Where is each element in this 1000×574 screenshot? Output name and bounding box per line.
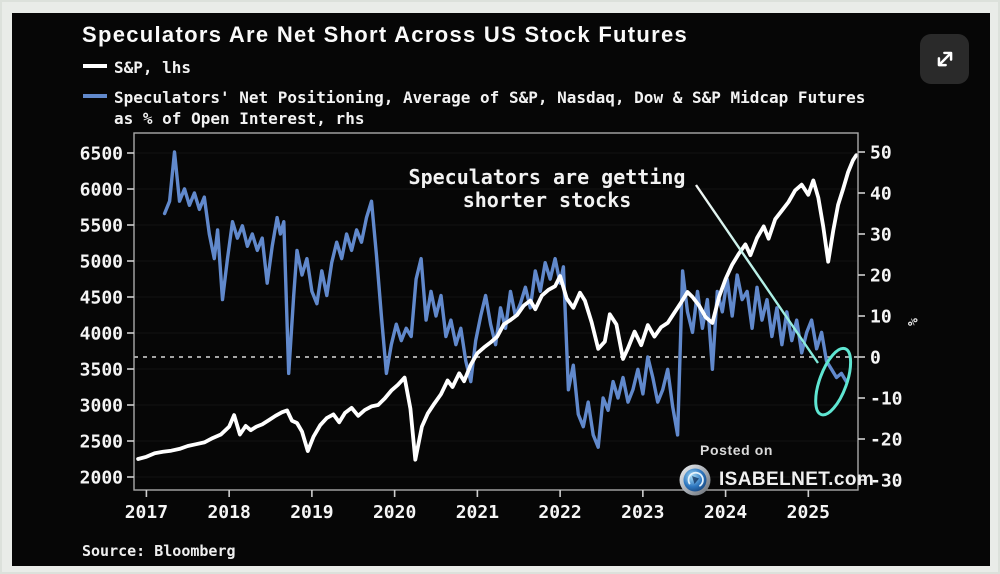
sp-line-swatch [83, 64, 107, 68]
right-axis-tick: -10 [870, 389, 903, 410]
annotation-line1: Speculators are getting [408, 165, 686, 189]
watermark-site: ISABELNET.com [678, 463, 874, 497]
x-axis-tick: 2018 [207, 502, 250, 523]
left-axis-tick: 5500 [80, 216, 123, 237]
right-axis-tick: -20 [870, 430, 903, 451]
x-axis-tick: 2022 [538, 502, 581, 523]
x-axis-tick: 2025 [787, 502, 830, 523]
plot-svg: 6500 6000 5500 5000 4500 4000 3500 3000 2500 2000… [80, 132, 919, 524]
isabelnet-logo-icon [679, 464, 711, 496]
plot-spines [133, 132, 859, 491]
speculators-line [162, 150, 849, 449]
x-axis-tick: 2017 [125, 502, 168, 523]
plot-grid [134, 152, 858, 478]
expand-button[interactable] [920, 34, 969, 84]
left-axis-tick: 6500 [80, 144, 123, 165]
legend-label-sp: S&P, lhs [114, 58, 192, 77]
annotation: Speculators are getting shorter stocks [409, 166, 686, 212]
expand-arrows-icon [937, 51, 952, 67]
right-axis-tick: 10 [870, 307, 892, 328]
annotation-pointer-line [695, 184, 819, 364]
right-axis-tick: 0 [870, 348, 881, 369]
sp500-line [136, 153, 859, 462]
left-axis-tick: 4000 [80, 324, 123, 345]
chart-title: Speculators Are Net Short Across US Stoc… [82, 22, 689, 47]
legend-label-speculators: Speculators' Net Positioning, Average of… [114, 88, 866, 128]
left-axis-tick: 3000 [80, 396, 123, 417]
source-note: Source: Bloomberg [82, 542, 236, 560]
right-axis-tick: 40 [870, 184, 892, 205]
annotation-line2: shorter stocks [462, 188, 632, 212]
left-axis-tick: 2000 [80, 468, 123, 489]
x-axis-tick: 2024 [704, 502, 748, 523]
x-axis-tick: 2021 [456, 502, 499, 523]
right-axis-tick: -30 [870, 471, 903, 492]
axis-labels: 6500 6000 5500 5000 4500 4000 3500 3000 2500 2000… [80, 143, 919, 524]
highlight-ellipse [814, 346, 853, 417]
legend-item-speculators: Speculators' Net Positioning, Average of… [83, 87, 865, 129]
left-axis-tick: 3500 [80, 360, 123, 381]
left-axis-tick: 2500 [80, 432, 123, 453]
watermark-site-text: ISABELNET.com [719, 469, 875, 490]
left-axis-tick: 4500 [80, 288, 123, 309]
legend-item-sp: S&P, lhs [83, 57, 191, 78]
left-axis-tick: 5000 [80, 252, 123, 273]
x-axis-tick: 2023 [621, 502, 664, 523]
right-axis-tick: 20 [870, 266, 892, 287]
right-axis-tick: 50 [870, 143, 892, 164]
left-axis-tick: 6000 [80, 180, 123, 201]
x-axis-tick: 2019 [290, 502, 333, 523]
right-axis-tick: 30 [870, 225, 892, 246]
watermark-posted-on: Posted on [700, 442, 774, 458]
chart-image: Speculators Are Net Short Across US Stoc… [12, 13, 990, 566]
x-axis-tick: 2020 [373, 502, 416, 523]
right-axis-unit: % [904, 318, 919, 326]
speculators-line-swatch [83, 94, 107, 98]
